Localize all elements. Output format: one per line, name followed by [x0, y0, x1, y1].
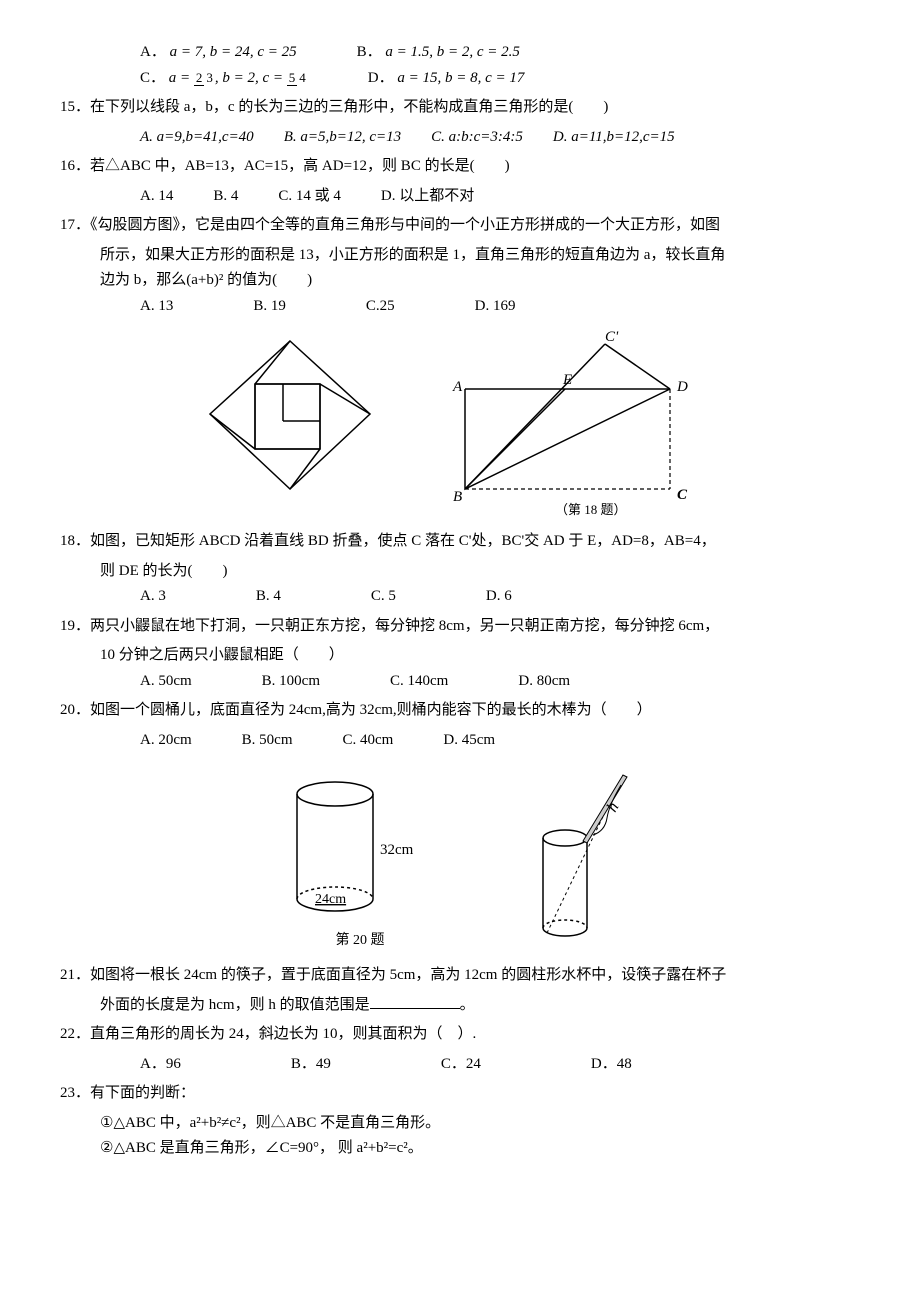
- q18-optB: B. 4: [256, 584, 281, 610]
- q15-optC: C. a:b:c=3:4:5: [431, 125, 523, 151]
- label-E: E: [562, 372, 572, 388]
- fraction-2-3: 23: [194, 71, 215, 85]
- q16-optB: B. 4: [213, 184, 238, 210]
- fraction-5-4: 54: [287, 71, 308, 85]
- q23-line2: ②△ABC 是直角三角形，∠C=90°， 则 a²+b²=c²。: [60, 1136, 860, 1162]
- q23-line1: ①△ABC 中，a²+b²≠c²，则△ABC 不是直角三角形。: [60, 1111, 860, 1137]
- q17-optA: A. 13: [140, 294, 173, 320]
- q14-optA: A． a = 7, b = 24, c = 25: [140, 40, 297, 66]
- folded-rectangle-diagram-icon: C' A E D B C （第 18 题）: [445, 329, 725, 519]
- q21-stem2-text: 外面的长度是为 hcm，则 h 的取值范围是: [100, 997, 370, 1013]
- q21-stem1: 21．如图将一根长 24cm 的筷子，置于底面直径为 5cm，高为 12cm 的…: [60, 963, 860, 989]
- q22-optC: C．24: [441, 1052, 481, 1078]
- q18-stem2: 则 DE 的长为( ): [60, 559, 860, 585]
- q19-optD: D. 80cm: [518, 669, 570, 695]
- q15-optD: D. a=11,b=12,c=15: [553, 125, 675, 151]
- q15-options: A. a=9,b=41,c=40 B. a=5,b=12, c=13 C. a:…: [60, 125, 860, 151]
- q14-optC-prefix: a =: [169, 70, 194, 86]
- q19-optA: A. 50cm: [140, 669, 192, 695]
- q14-optB-text: a = 1.5, b = 2, c = 2.5: [385, 44, 520, 60]
- q18-options: A. 3 B. 4 C. 5 D. 6: [60, 584, 860, 610]
- q18-optC: C. 5: [371, 584, 396, 610]
- q20-height-label: 32cm: [380, 842, 414, 858]
- q14-optB: B． a = 1.5, b = 2, c = 2.5: [357, 40, 520, 66]
- q18-optD: D. 6: [486, 584, 512, 610]
- q21-stem2: 外面的长度是为 hcm，则 h 的取值范围是 。: [60, 993, 860, 1019]
- q20-optA: A. 20cm: [140, 728, 192, 754]
- q21-blank[interactable]: [370, 993, 460, 1009]
- label-B: B: [453, 489, 462, 505]
- q19-options: A. 50cm B. 100cm C. 140cm D. 80cm: [60, 669, 860, 695]
- q17-figures: C' A E D B C （第 18 题）: [60, 329, 860, 519]
- q16-options: A. 14 B. 4 C. 14 或 4 D. 以上都不对: [60, 184, 860, 210]
- label-D: D: [676, 379, 688, 395]
- q16-optA: A. 14: [140, 184, 173, 210]
- q14-optC: C． a = 23, b = 2, c = 54: [140, 66, 308, 92]
- q20-options: A. 20cm B. 50cm C. 40cm D. 45cm: [60, 728, 860, 754]
- cup-chopstick-icon: h: [505, 763, 645, 953]
- q22-stem: 22．直角三角形的周长为 24，斜边长为 10，则其面积为（ ）.: [60, 1022, 860, 1048]
- q14-optD: D． a = 15, b = 8, c = 17: [368, 66, 525, 92]
- label-Cprime: C': [605, 329, 619, 345]
- q18-stem1: 18．如图，已知矩形 ABCD 沿着直线 BD 折叠，使点 C 落在 C'处，B…: [60, 529, 860, 555]
- q22-optA: A．96: [140, 1052, 181, 1078]
- q22-optD: D．48: [591, 1052, 632, 1078]
- cylinder-bucket-icon: 32cm 24cm: [275, 769, 445, 929]
- q14-options-row2: C． a = 23, b = 2, c = 54 D． a = 15, b = …: [60, 66, 860, 92]
- q17-optC: C.25: [366, 294, 395, 320]
- q20-diameter-label: 24cm: [315, 892, 346, 907]
- q15-optA: A. a=9,b=41,c=40: [140, 125, 254, 151]
- q16-stem: 16．若△ABC 中，AB=13，AC=15，高 AD=12，则 BC 的长是(…: [60, 154, 860, 180]
- q20-figure-wrapper: 32cm 24cm 第 20 题: [275, 769, 445, 953]
- fig18-caption: （第 18 题）: [555, 502, 627, 517]
- q18-optA: A. 3: [140, 584, 166, 610]
- q21-h-label: h: [604, 800, 623, 815]
- zhaoshuang-diagram-icon: [195, 329, 385, 509]
- q17-optB: B. 19: [253, 294, 286, 320]
- q20-optB: B. 50cm: [242, 728, 293, 754]
- q19-stem1: 19．两只小鼹鼠在地下打洞，一只朝正东方挖，每分钟挖 8cm，另一只朝正南方挖，…: [60, 614, 860, 640]
- q22-options: A．96 B．49 C．24 D．48: [60, 1052, 860, 1078]
- label-A: A: [452, 379, 463, 395]
- label-C: C: [677, 487, 688, 503]
- q16-optD: D. 以上都不对: [381, 184, 474, 210]
- q20-q21-figures: 32cm 24cm 第 20 题 h: [60, 763, 860, 953]
- q19-optB: B. 100cm: [262, 669, 320, 695]
- q16-optC: C. 14 或 4: [278, 184, 341, 210]
- q14-options-row1: A． a = 7, b = 24, c = 25 B． a = 1.5, b =…: [60, 40, 860, 66]
- q19-optC: C. 140cm: [390, 669, 448, 695]
- q20-stem: 20．如图一个圆桶儿，底面直径为 24cm,高为 32cm,则桶内能容下的最长的…: [60, 698, 860, 724]
- q17-stem2b: 边为 b，那么(a+b)² 的值为( ): [60, 268, 860, 294]
- q22-optB: B．49: [291, 1052, 331, 1078]
- q17-stem1: 17．《勾股圆方图》，它是由四个全等的直角三角形与中间的一个小正方形拼成的一个大…: [60, 213, 860, 239]
- q20-optD: D. 45cm: [443, 728, 495, 754]
- q21-stem2-suffix: 。: [460, 997, 475, 1013]
- q20-optC: C. 40cm: [343, 728, 394, 754]
- q14-optA-text: a = 7, b = 24, c = 25: [170, 44, 297, 60]
- q17-options: A. 13 B. 19 C.25 D. 169: [60, 294, 860, 320]
- q17-optD: D. 169: [475, 294, 516, 320]
- q14-optD-text: a = 15, b = 8, c = 17: [397, 70, 524, 86]
- q14-optC-mid: , b = 2, c =: [215, 70, 287, 86]
- q15-stem: 15．在下列以线段 a，b，c 的长为三边的三角形中，不能构成直角三角形的是( …: [60, 95, 860, 121]
- q17-stem2a: 所示，如果大正方形的面积是 13，小正方形的面积是 1，直角三角形的短直角边为 …: [60, 243, 860, 269]
- q19-stem2: 10 分钟之后两只小鼹鼠相距（ ）: [60, 643, 860, 669]
- q23-stem: 23．有下面的判断：: [60, 1081, 860, 1107]
- q15-optB: B. a=5,b=12, c=13: [284, 125, 401, 151]
- q20-caption: 第 20 题: [275, 929, 445, 953]
